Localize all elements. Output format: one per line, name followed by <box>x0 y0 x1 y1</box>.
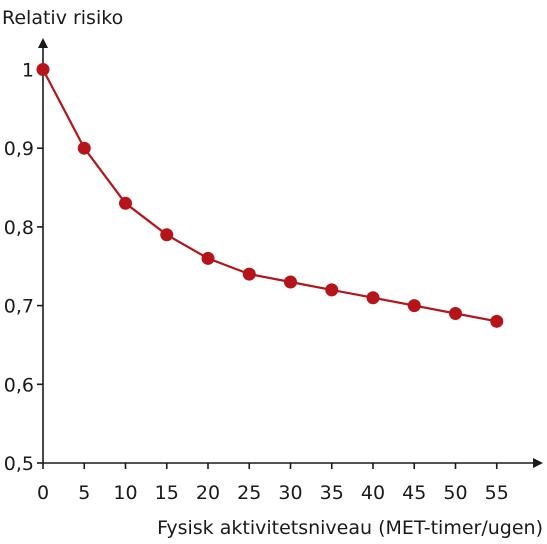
data-point <box>160 228 174 242</box>
y-axis-ticks: 0,5 0,6 0,7 0,8 0,9 1 <box>4 60 43 475</box>
x-axis-ticks: 0 5 10 15 20 25 30 35 40 45 50 55 <box>37 463 509 504</box>
x-tick-label: 0 <box>37 482 49 504</box>
x-tick-label: 25 <box>237 482 261 504</box>
x-tick-label: 5 <box>78 482 90 504</box>
data-point <box>284 275 297 289</box>
y-tick-label: 0,6 <box>4 374 34 396</box>
data-point <box>201 251 215 265</box>
x-tick-label: 10 <box>113 482 137 504</box>
y-tick-label: 0,7 <box>4 296 34 318</box>
data-point <box>36 63 50 76</box>
y-axis-title: Relativ risiko <box>2 7 123 29</box>
x-axis-arrow <box>533 458 543 468</box>
data-point <box>449 306 462 320</box>
data-point <box>490 314 504 328</box>
y-tick-label: 0,9 <box>4 138 34 160</box>
x-tick-label: 40 <box>361 482 385 504</box>
axes <box>38 38 543 468</box>
x-tick-label: 35 <box>320 482 344 504</box>
series <box>36 63 504 328</box>
x-tick-label: 50 <box>443 482 467 504</box>
y-tick-label: 0,8 <box>4 217 34 239</box>
x-tick-label: 30 <box>278 482 302 504</box>
series-line <box>42 68 498 323</box>
data-point <box>242 267 256 281</box>
data-point <box>325 283 339 297</box>
data-point <box>366 291 380 305</box>
data-point <box>77 141 91 155</box>
y-tick-label: 0,5 <box>4 453 34 475</box>
data-point <box>119 196 132 210</box>
y-axis-arrow <box>38 38 48 48</box>
x-tick-label: 15 <box>155 482 179 504</box>
x-axis-title: Fysisk aktivitetsniveau (MET-timer/ugen) <box>157 517 543 539</box>
x-tick-label: 20 <box>196 482 220 504</box>
x-tick-label: 55 <box>485 482 509 504</box>
data-point <box>407 299 421 313</box>
x-tick-label: 45 <box>402 482 426 504</box>
y-tick-label: 1 <box>22 60 34 82</box>
